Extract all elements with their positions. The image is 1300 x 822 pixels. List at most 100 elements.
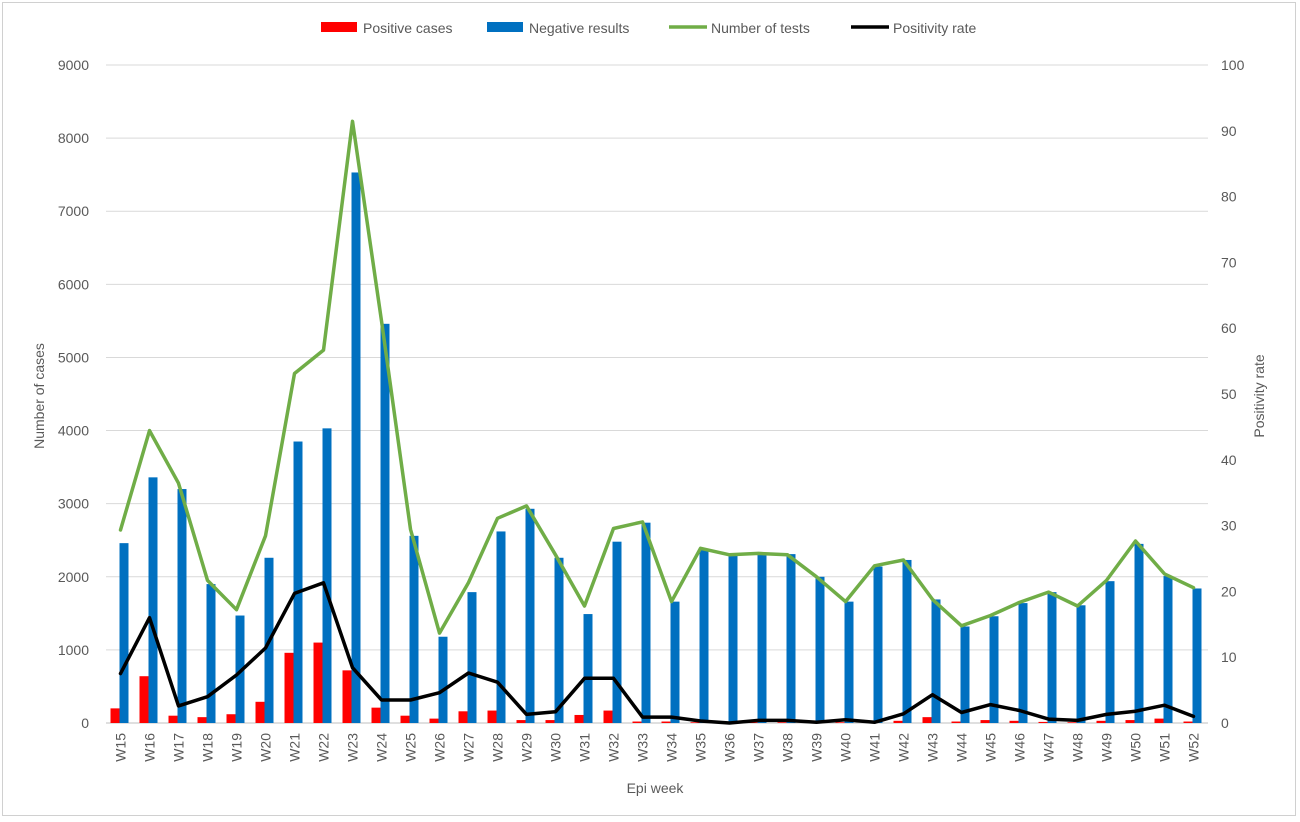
x-tick-label: W46 bbox=[1012, 733, 1028, 762]
y-tick-label: 8000 bbox=[58, 130, 89, 146]
positive-cases-bar bbox=[169, 716, 178, 723]
x-tick-label: W39 bbox=[809, 733, 825, 762]
positive-cases-bar bbox=[198, 717, 207, 723]
negative-results-bar bbox=[439, 637, 448, 723]
y2-tick-label: 80 bbox=[1221, 189, 1237, 205]
negative-results-bar bbox=[497, 531, 506, 723]
negative-results-bar bbox=[381, 324, 390, 723]
x-tick-label: W37 bbox=[751, 733, 767, 762]
x-tick-label: W22 bbox=[316, 733, 332, 762]
negative-results-bar bbox=[1048, 592, 1057, 723]
x-tick-label: W43 bbox=[925, 733, 941, 762]
positive-cases-bar bbox=[1155, 719, 1164, 723]
negative-results-bar bbox=[961, 626, 970, 723]
positive-cases-bar bbox=[662, 722, 671, 723]
legend-label: Positive cases bbox=[363, 20, 452, 36]
x-tick-label: W34 bbox=[664, 733, 680, 762]
y-tick-label: 7000 bbox=[58, 203, 89, 219]
x-tick-label: W23 bbox=[345, 733, 361, 762]
negative-results-bar bbox=[555, 558, 564, 723]
negative-results-bar bbox=[1077, 605, 1086, 723]
y2-tick-label: 100 bbox=[1221, 57, 1245, 73]
legend-label: Positivity rate bbox=[893, 20, 976, 36]
positive-cases-bar bbox=[227, 714, 236, 723]
x-axis-title: Epi week bbox=[627, 780, 685, 796]
negative-results-bar bbox=[642, 523, 651, 723]
positive-cases-bar bbox=[111, 708, 120, 723]
x-tick-label: W17 bbox=[171, 733, 187, 762]
y-tick-label: 0 bbox=[81, 715, 89, 731]
negative-results-bar bbox=[671, 602, 680, 723]
positive-cases-bar bbox=[140, 676, 149, 723]
positive-cases-bar bbox=[952, 722, 961, 723]
positive-cases-bar bbox=[343, 670, 352, 723]
negative-results-bar bbox=[700, 550, 709, 723]
negative-results-bar bbox=[932, 599, 941, 723]
x-tick-label: W52 bbox=[1186, 733, 1202, 762]
positive-cases-bar bbox=[1010, 721, 1019, 723]
negative-results-bar bbox=[323, 428, 332, 723]
negative-results-bar bbox=[845, 602, 854, 723]
x-tick-label: W41 bbox=[867, 733, 883, 762]
legend-label: Negative results bbox=[529, 20, 629, 36]
negative-results-bar bbox=[410, 536, 419, 723]
negative-results-bar bbox=[1106, 581, 1115, 723]
negative-results-bar bbox=[903, 560, 912, 723]
negative-results-bar bbox=[729, 556, 738, 723]
positive-cases-bar bbox=[430, 719, 439, 723]
y2-tick-label: 50 bbox=[1221, 386, 1237, 402]
x-tick-label: W38 bbox=[780, 733, 796, 762]
positive-cases-bar bbox=[633, 722, 642, 723]
y-tick-label: 4000 bbox=[58, 423, 89, 439]
x-tick-label: W28 bbox=[490, 733, 506, 762]
positive-cases-bar bbox=[604, 711, 613, 723]
y2-tick-label: 20 bbox=[1221, 583, 1237, 599]
x-tick-label: W49 bbox=[1099, 733, 1115, 762]
positive-cases-bar bbox=[1184, 722, 1193, 723]
positive-cases-bar bbox=[488, 711, 497, 723]
number-of-tests-line bbox=[121, 121, 1194, 633]
positive-cases-bar bbox=[923, 717, 932, 723]
y2-tick-label: 30 bbox=[1221, 518, 1237, 534]
negative-results-bar bbox=[468, 592, 477, 723]
x-tick-label: W18 bbox=[200, 733, 216, 762]
y-axis-title: Number of cases bbox=[31, 343, 47, 449]
positive-cases-bar bbox=[1039, 722, 1048, 723]
negative-results-bar bbox=[1164, 576, 1173, 723]
positive-cases-bar bbox=[981, 720, 990, 723]
y-tick-label: 9000 bbox=[58, 57, 89, 73]
positive-cases-bar bbox=[256, 702, 265, 723]
x-tick-label: W21 bbox=[287, 733, 303, 762]
positive-cases-bar bbox=[517, 720, 526, 723]
negative-results-bar bbox=[207, 584, 216, 723]
bars-layer bbox=[111, 172, 1202, 723]
y2-tick-label: 60 bbox=[1221, 320, 1237, 336]
negative-results-bar bbox=[758, 555, 767, 723]
positive-cases-bar bbox=[1126, 720, 1135, 723]
y-tick-label: 2000 bbox=[58, 569, 89, 585]
negative-results-bar bbox=[1019, 603, 1028, 723]
x-tick-label: W47 bbox=[1041, 733, 1057, 762]
y-tick-label: 6000 bbox=[58, 276, 89, 292]
x-tick-label: W29 bbox=[519, 733, 535, 762]
positive-cases-bar bbox=[459, 711, 468, 723]
y-tick-label: 1000 bbox=[58, 642, 89, 658]
x-tick-label: W31 bbox=[577, 733, 593, 762]
x-tick-label: W25 bbox=[403, 733, 419, 762]
x-tick-label: W44 bbox=[954, 733, 970, 762]
x-tick-label: W35 bbox=[693, 733, 709, 762]
positive-cases-bar bbox=[836, 722, 845, 723]
y2-axis-title: Positivity rate bbox=[1251, 354, 1267, 437]
x-tick-label: W51 bbox=[1157, 733, 1173, 762]
x-tick-label: W16 bbox=[142, 733, 158, 762]
x-tick-label: W36 bbox=[722, 733, 738, 762]
negative-results-bar bbox=[1135, 544, 1144, 723]
x-tick-label: W45 bbox=[983, 733, 999, 762]
y-tick-label: 3000 bbox=[58, 496, 89, 512]
positive-cases-bar bbox=[1068, 722, 1077, 723]
y-tick-label: 5000 bbox=[58, 349, 89, 365]
negative-results-bar bbox=[613, 542, 622, 723]
